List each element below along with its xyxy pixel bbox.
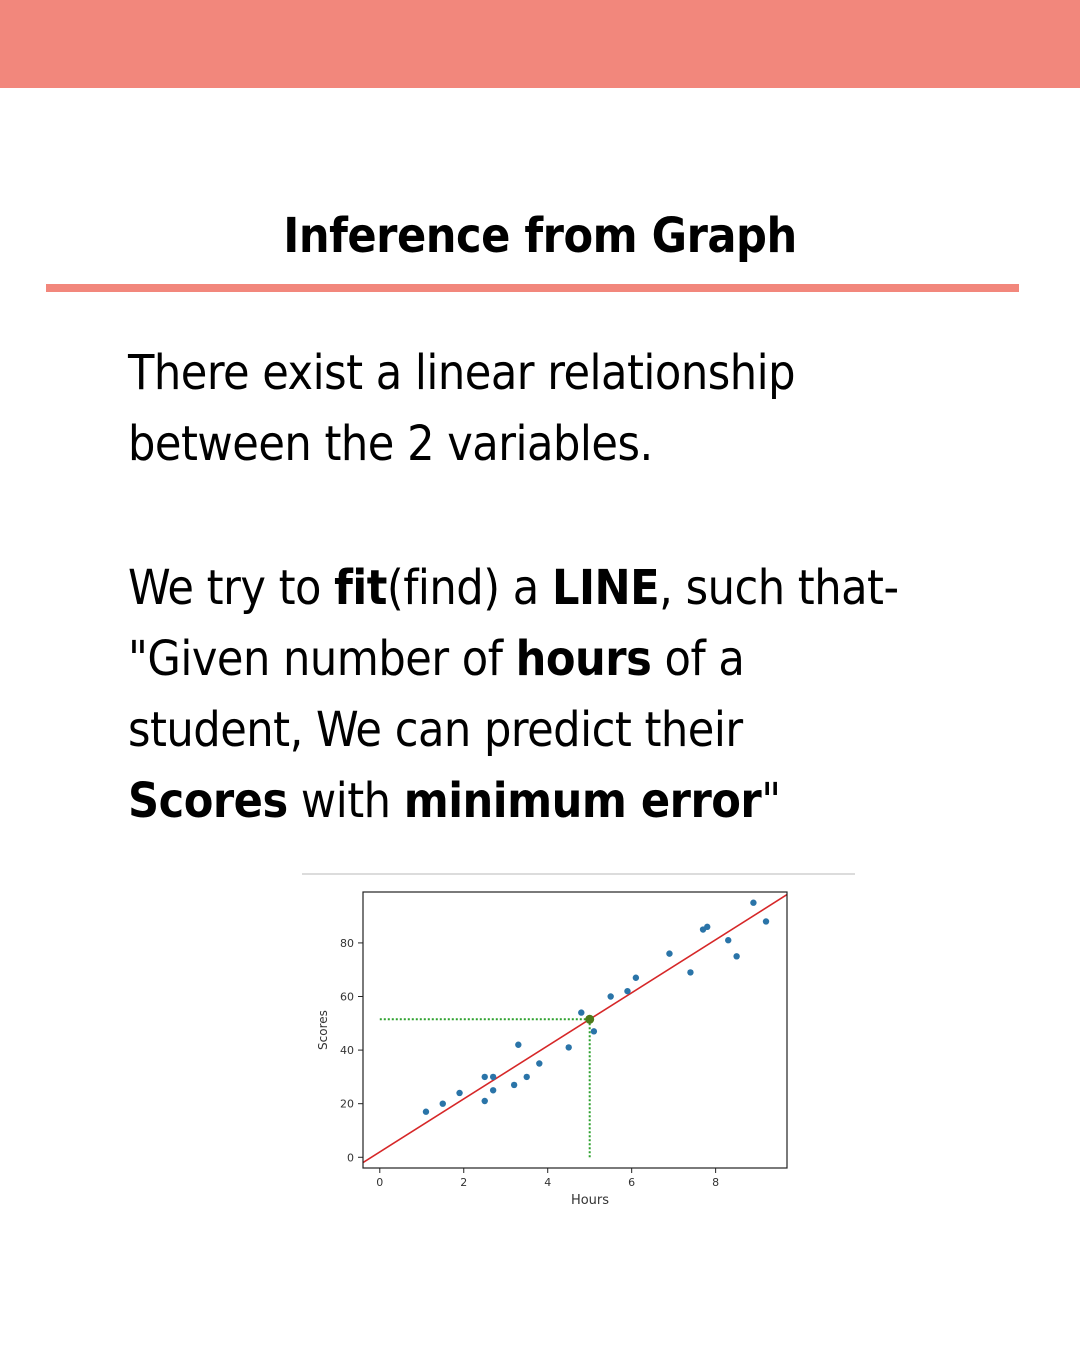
data-point [624,987,631,995]
data-point [632,974,640,981]
data-point [523,1073,530,1081]
data-point [578,1009,585,1016]
x-tick-label: 4 [544,1176,551,1189]
data-point [725,937,732,944]
para1-line2: between the 2 variables. [128,416,653,472]
data-point [489,1087,497,1094]
text-segment: " [761,773,781,829]
bold-minimum-error: minimum error [403,773,762,829]
regression-line [363,893,787,1164]
x-tick-label: 6 [628,1176,635,1189]
data-point [510,1081,518,1089]
y-tick-label: 80 [340,937,354,950]
data-point [565,1044,572,1051]
data-point [481,1097,488,1105]
data-point [422,1108,430,1115]
bold-hours: hours [515,631,652,687]
text-segment: of a [651,631,745,687]
data-point [750,899,757,906]
x-tick-label: 0 [376,1176,383,1189]
chart-top-border [302,873,855,875]
bold-scores: Scores [128,773,288,829]
data-point [536,1060,543,1067]
data-point [481,1073,488,1081]
plot-frame [362,891,788,1169]
y-tick-label: 20 [340,1098,354,1111]
y-tick-label: 40 [340,1044,354,1057]
data-point [607,993,614,1000]
para1-line1: There exist a linear relationship [128,345,795,401]
paragraph-linear-relationship: There exist a linear relationship betwee… [128,338,1028,480]
data-point [687,969,694,976]
page-title: Inference from Graph [283,208,797,264]
data-point [762,918,770,925]
data-point [489,1073,497,1081]
text-segment: (find) a [386,560,552,616]
para2-line2: "Given number of hours of a [128,624,1028,695]
x-axis-label: Hours [571,1193,609,1208]
data-point [733,953,740,960]
data-point [515,1041,522,1048]
scatter-chart: 0 2 4 6 8 0 20 40 60 80 Hours Scores [300,872,860,1212]
data-point [704,923,711,931]
top-accent-band [0,0,1080,88]
text-segment: "Given number of [128,631,516,687]
para2-line4: Scores with minimum error" [128,766,1028,837]
x-tick-label: 2 [460,1176,467,1189]
title-underline [46,284,1019,292]
bold-fit: fit [334,560,387,616]
highlight-point [585,1014,595,1024]
data-point [456,1089,463,1097]
text-segment: , such that- [659,560,899,616]
data-point [666,950,673,957]
paragraph-fit-line: We try to fit(find) a LINE, such that- "… [128,553,1028,837]
data-point [590,1028,598,1035]
text-segment: with [287,773,404,829]
para2-line3: student, We can predict their [128,702,743,758]
bold-line: LINE [551,560,660,616]
data-point [439,1100,446,1107]
y-tick-label: 0 [347,1151,354,1164]
text-segment: We try to [128,560,335,616]
para2-line1: We try to fit(find) a LINE, such that- [128,553,1028,624]
y-axis-label: Scores [316,1010,330,1050]
y-tick-label: 60 [340,991,354,1004]
x-tick-label: 8 [712,1176,719,1189]
